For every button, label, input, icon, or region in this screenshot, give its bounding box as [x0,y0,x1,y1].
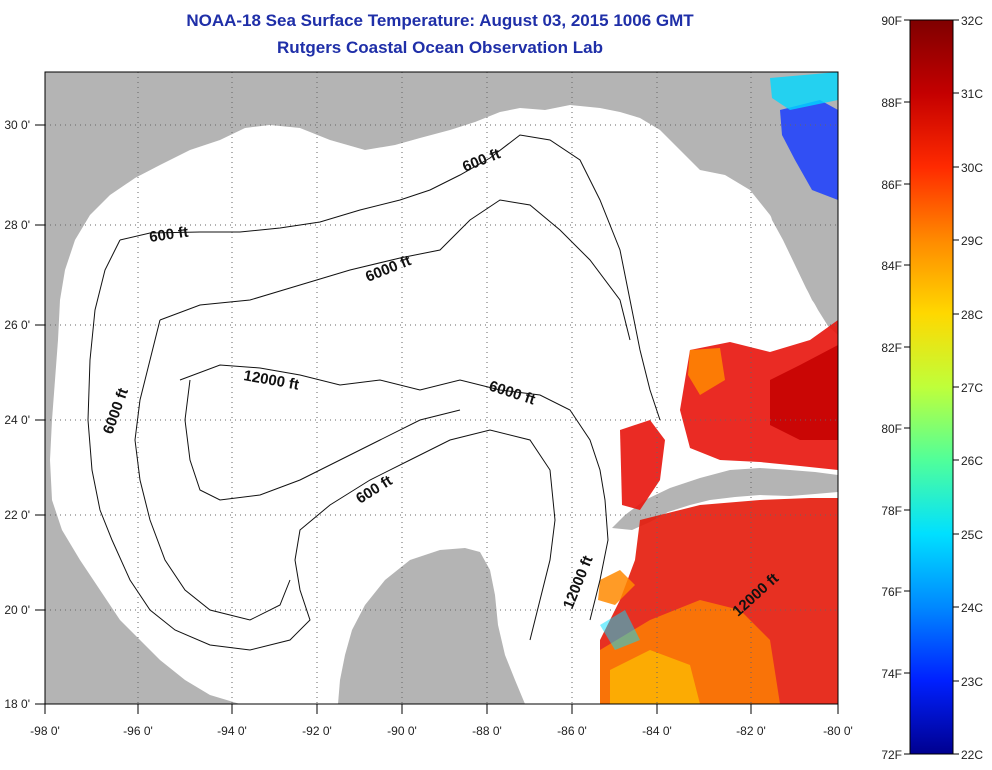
y-tick-label: 20 0' [4,603,30,617]
sst-atlantic-cyan [770,72,838,110]
colorbar-f-label: 80F [881,422,902,436]
sst-straits-warm [688,348,725,395]
colorbar-c-label: 23C [961,675,983,689]
colorbar-c-label: 29C [961,234,983,248]
y-tick-label: 30 0' [4,118,30,132]
x-tick-label: -88 0' [472,724,502,738]
x-tick-label: -96 0' [123,724,153,738]
colorbar-c-label: 22C [961,748,983,762]
colorbar-f-label: 74F [881,667,902,681]
colorbar-c-label: 27C [961,381,983,395]
colorbar-f-label: 86F [881,178,902,192]
colorbar-f-label: 76F [881,585,902,599]
colorbar-f-label: 82F [881,341,902,355]
colorbar-c-label: 24C [961,601,983,615]
colorbar-c-ticks [953,19,959,755]
land-cuba [612,468,838,530]
y-tick-label: 28 0' [4,218,30,232]
colorbar-c-label: 32C [961,14,983,28]
colorbar-f-label: 72F [881,748,902,762]
sst-florida-coast [770,345,838,440]
x-tick-label: -84 0' [642,724,672,738]
colorbar-c-label: 25C [961,528,983,542]
map-frame [44,71,839,705]
land-yucatan [338,548,525,704]
colorbar-f-label: 88F [881,96,902,110]
colorbar-c-label: 30C [961,161,983,175]
y-tick-label: 22 0' [4,508,30,522]
colorbar [909,19,954,755]
sst-yucatan-channel [598,570,635,605]
x-tick-label: -94 0' [217,724,247,738]
y-tick-label: 26 0' [4,318,30,332]
colorbar-f-label: 84F [881,259,902,273]
colorbar-c-label: 26C [961,454,983,468]
x-tick-label: -80 0' [823,724,853,738]
bathymetry-contours [87,134,661,651]
graticule [45,72,838,704]
colorbar-f-ticks [904,19,910,755]
x-tick-label: -92 0' [302,724,332,738]
map-title: NOAA-18 Sea Surface Temperature: August … [186,11,694,30]
sst-atlantic-cool [780,100,838,200]
x-tick-label: -98 0' [30,724,60,738]
sst-caribbean-yellow [610,650,700,704]
x-tick-label: -90 0' [387,724,417,738]
land-gulf-coast [45,72,838,704]
sst-caribbean-cyan [600,610,640,650]
colorbar-c-label: 31C [961,87,983,101]
map-subtitle: Rutgers Coastal Ocean Observation Lab [277,38,603,57]
colorbar-f-label: 90F [881,14,902,28]
x-tick-label: -82 0' [736,724,766,738]
colorbar-c-label: 28C [961,308,983,322]
frame-ticks [35,124,839,714]
x-tick-label: -86 0' [557,724,587,738]
y-tick-label: 24 0' [4,413,30,427]
contour-label: 600 ft [148,224,189,246]
sst-west-cuba [620,420,665,510]
colorbar-f-label: 78F [881,504,902,518]
y-tick-label: 18 0' [4,697,30,711]
